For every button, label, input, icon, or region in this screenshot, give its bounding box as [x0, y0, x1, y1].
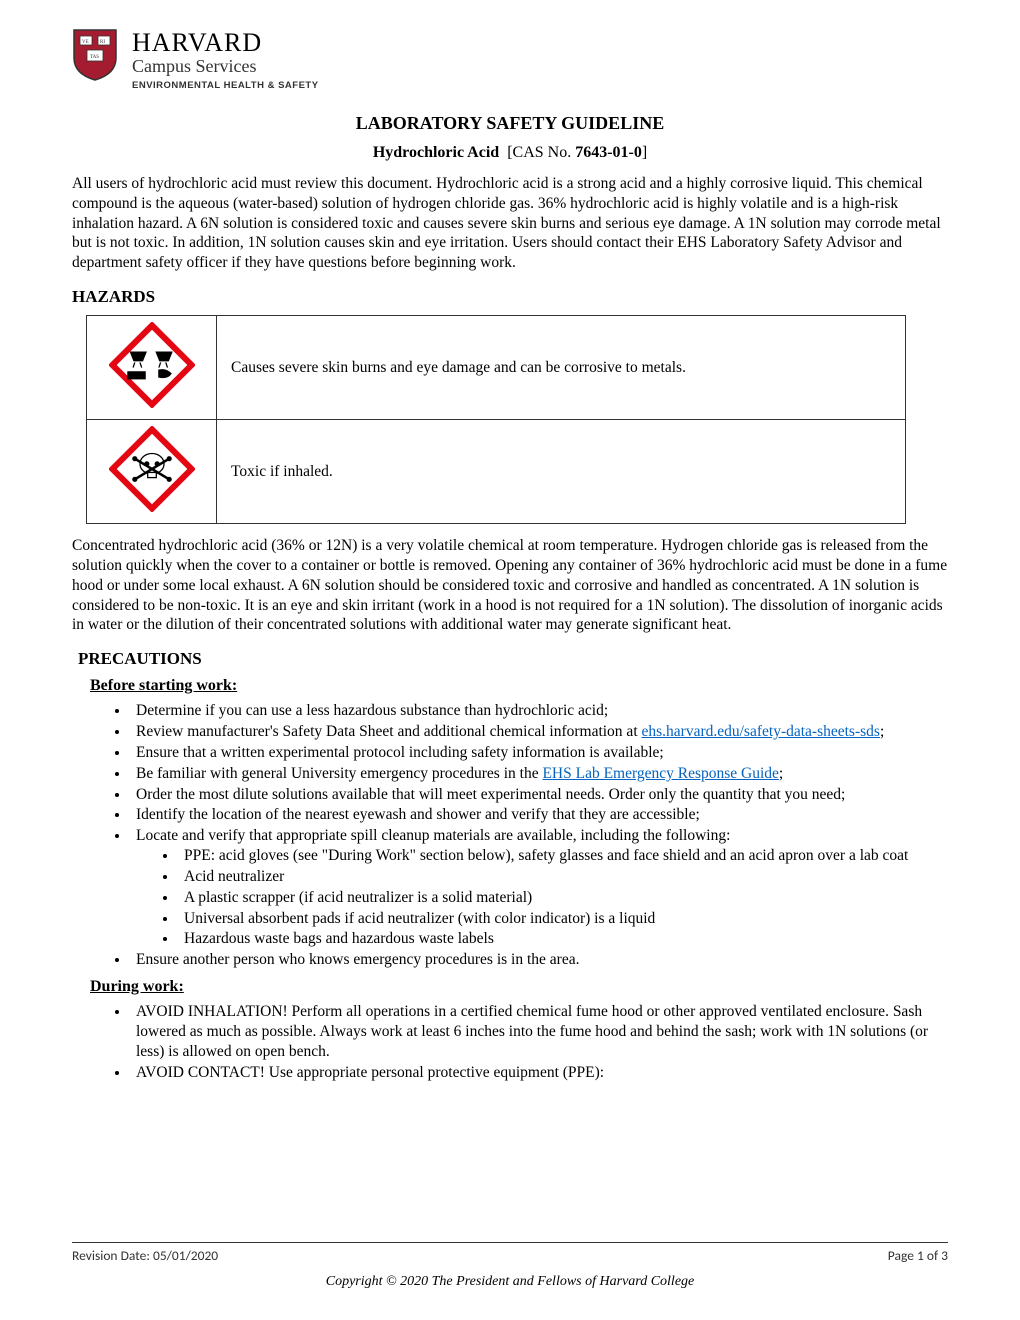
- list-item: AVOID INHALATION! Perform all operations…: [130, 1002, 948, 1061]
- list-item: AVOID CONTACT! Use appropriate personal …: [130, 1063, 948, 1083]
- svg-text:VE: VE: [82, 40, 89, 45]
- list-item: Identify the location of the nearest eye…: [130, 805, 948, 825]
- doc-subtitle: Hydrochloric Acid [CAS No. 7643-01-0]: [72, 144, 948, 162]
- list-item: Universal absorbent pads if acid neutral…: [178, 909, 948, 929]
- list-item: Review manufacturer's Safety Data Sheet …: [130, 722, 948, 742]
- list-item: Acid neutralizer: [178, 867, 948, 887]
- hazard-text: Causes severe skin burns and eye damage …: [217, 316, 906, 420]
- doc-title: LABORATORY SAFETY GUIDELINE: [72, 113, 948, 134]
- hazard-detail: Concentrated hydrochloric acid (36% or 1…: [72, 536, 948, 635]
- sds-link[interactable]: ehs.harvard.edu/safety-data-sheets-sds: [642, 723, 880, 740]
- svg-text:TAS: TAS: [90, 55, 99, 60]
- footer: Revision Date: 05/01/2020 Page 1 of 3 Co…: [72, 1242, 948, 1290]
- ghs-corrosion-icon: [109, 322, 195, 408]
- page-number: Page 1 of 3: [888, 1247, 948, 1264]
- cas-number: 7643-01-0: [575, 144, 642, 161]
- cas-label: CAS No.: [513, 144, 572, 161]
- list-item: Determine if you can use a less hazardou…: [130, 701, 948, 721]
- list-item: Hazardous waste bags and hazardous waste…: [178, 929, 948, 949]
- precautions-heading: PRECAUTIONS: [78, 649, 948, 669]
- hazard-row: Toxic if inhaled.: [87, 420, 906, 524]
- hazards-heading: HAZARDS: [72, 287, 948, 307]
- sub-name: ENVIRONMENTAL HEALTH & SAFETY: [132, 80, 319, 91]
- footer-rule: [72, 1242, 948, 1243]
- list-item: Be familiar with general University emer…: [130, 764, 948, 784]
- header-logo: VE RI TAS HARVARD Campus Services ENVIRO…: [72, 28, 948, 91]
- list-item: PPE: acid gloves (see "During Work" sect…: [178, 846, 948, 866]
- intro-paragraph: All users of hydrochloric acid must revi…: [72, 174, 948, 273]
- list-item: Locate and verify that appropriate spill…: [130, 826, 948, 949]
- list-item: Ensure that a written experimental proto…: [130, 743, 948, 763]
- before-list: Determine if you can use a less hazardou…: [130, 701, 948, 970]
- during-list: AVOID INHALATION! Perform all operations…: [130, 1002, 948, 1082]
- copyright: Copyright © 2020 The President and Fello…: [72, 1274, 948, 1290]
- list-item: A plastic scrapper (if acid neutralizer …: [178, 888, 948, 908]
- hazard-table: Causes severe skin burns and eye damage …: [86, 315, 906, 524]
- svg-text:RI: RI: [100, 40, 105, 45]
- list-item: Ensure another person who knows emergenc…: [130, 950, 948, 970]
- hazard-text: Toxic if inhaled.: [217, 420, 906, 524]
- during-heading: During work:: [90, 978, 948, 996]
- revision-date: Revision Date: 05/01/2020: [72, 1247, 218, 1264]
- ghs-skull-icon: [109, 426, 195, 512]
- sub-list: PPE: acid gloves (see "During Work" sect…: [178, 846, 948, 949]
- emergency-guide-link[interactable]: EHS Lab Emergency Response Guide: [542, 765, 778, 782]
- harvard-shield-icon: VE RI TAS: [72, 28, 118, 82]
- org-name: HARVARD: [132, 28, 319, 58]
- list-item: Order the most dilute solutions availabl…: [130, 785, 948, 805]
- dept-name: Campus Services: [132, 56, 319, 77]
- before-heading: Before starting work:: [90, 677, 948, 695]
- hazard-row: Causes severe skin burns and eye damage …: [87, 316, 906, 420]
- chemical-name: Hydrochloric Acid: [373, 144, 499, 161]
